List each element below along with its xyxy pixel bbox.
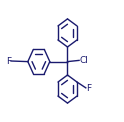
Text: Cl: Cl — [80, 56, 89, 65]
Text: F: F — [6, 56, 11, 66]
Text: F: F — [86, 84, 92, 93]
